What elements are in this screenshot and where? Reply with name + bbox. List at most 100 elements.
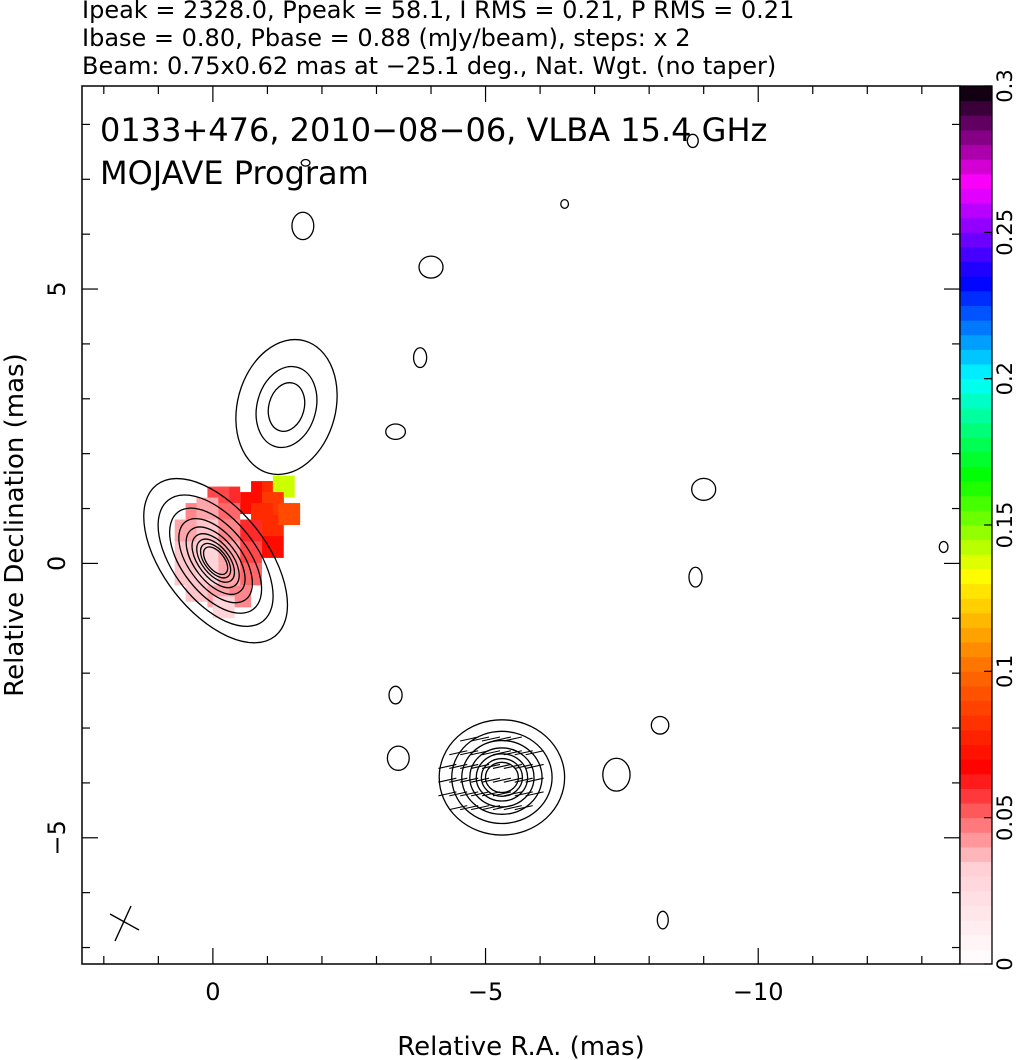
- evpa-vector: [481, 805, 501, 811]
- colorbar-swatch: [960, 890, 992, 906]
- contour-southern-component: [484, 761, 520, 794]
- colorbar-swatch: [960, 715, 992, 731]
- evpa-vector: [514, 750, 533, 756]
- colorbar-swatch: [960, 246, 992, 263]
- colorbar-swatch: [960, 203, 992, 219]
- pol-pixel: [218, 519, 241, 542]
- evpa-vector: [460, 763, 479, 769]
- polarization-vectors: [438, 736, 544, 811]
- contour-core: [196, 538, 236, 583]
- colorbar-swatch: [960, 525, 992, 541]
- y-tick-label: 5: [43, 281, 71, 296]
- evpa-vector: [525, 763, 544, 769]
- header-line-2: Ibase = 0.80, Pbase = 0.88 (mJy/beam), s…: [82, 24, 691, 52]
- contour-core: [143, 477, 289, 644]
- contour-core: [202, 546, 229, 576]
- colorbar-swatch: [960, 744, 992, 760]
- colorbar-swatch: [960, 510, 992, 526]
- pol-pixel: [278, 503, 301, 525]
- contour-island: [602, 757, 631, 792]
- contour-island: [412, 347, 428, 369]
- colorbar-swatch: [960, 422, 992, 438]
- polarization-color-layer: [174, 475, 301, 619]
- evpa-vector: [460, 750, 479, 756]
- evpa-vector: [525, 777, 544, 783]
- evpa-vector: [449, 805, 468, 811]
- evpa-vector: [460, 736, 479, 742]
- header-line-3: Beam: 0.75x0.62 mas at −25.1 deg., Nat. …: [82, 52, 776, 80]
- colorbar-swatch: [960, 115, 992, 131]
- x-tick-label: 0: [205, 978, 220, 1006]
- pol-pixel: [240, 519, 262, 542]
- contour-island: [686, 133, 699, 149]
- contour-core: [178, 517, 254, 604]
- evpa-vector: [492, 805, 512, 811]
- colorbar-tick-label: 0.1: [993, 655, 1017, 688]
- contour-island: [418, 255, 444, 279]
- evpa-vector: [470, 805, 490, 811]
- colorbar-swatch: [960, 320, 992, 336]
- evpa-vector: [449, 777, 468, 783]
- contour-southern-component: [461, 739, 543, 815]
- colorbar-swatch: [960, 495, 992, 511]
- evpa-vector: [492, 736, 512, 742]
- colorbar-swatch: [960, 627, 992, 643]
- evpa-vector: [514, 805, 533, 811]
- colorbar-swatch: [960, 539, 992, 555]
- evpa-vector: [514, 791, 533, 797]
- pol-pixel: [185, 579, 208, 602]
- evpa-vector: [449, 791, 468, 797]
- colorbar-swatch: [960, 276, 992, 292]
- contour-core: [191, 533, 240, 589]
- contour-southern-component: [480, 757, 524, 797]
- chart-title: 0133+476, 2010−08−06, VLBA 15.4 GHz: [100, 111, 767, 149]
- evpa-vector: [525, 750, 544, 756]
- colorbar-swatch: [960, 671, 992, 687]
- colorbar-swatch: [960, 568, 992, 585]
- colorbar-swatch: [960, 305, 992, 321]
- colorbar-swatch: [960, 583, 992, 599]
- contour-island: [291, 211, 315, 241]
- colorbar-swatch: [960, 144, 992, 160]
- evpa-vector: [525, 791, 544, 797]
- evpa-vector: [481, 777, 501, 783]
- chart-subtitle: MOJAVE Program: [100, 154, 369, 192]
- evpa-vector: [503, 805, 522, 811]
- colorbar-swatch: [960, 451, 992, 467]
- contour-island: [691, 477, 717, 501]
- colorbar-swatch: [960, 393, 992, 409]
- colorbar-swatch: [960, 861, 992, 877]
- contour-core: [157, 494, 274, 628]
- contour-southern-component: [438, 719, 566, 836]
- evpa-vector: [449, 750, 468, 756]
- colorbar-swatch: [960, 949, 992, 965]
- colorbar-swatch: [960, 612, 992, 628]
- evpa-vector: [481, 736, 501, 742]
- colorbar-swatch: [960, 188, 992, 204]
- colorbar-swatch: [960, 729, 992, 745]
- evpa-vector: [492, 763, 512, 769]
- evpa-vector: [460, 805, 479, 811]
- colorbar-swatch: [960, 876, 992, 892]
- y-tick-label: 0: [43, 556, 71, 571]
- colorbar-tick-label: 0.3: [993, 69, 1017, 102]
- colorbar-swatch: [960, 803, 992, 819]
- evpa-vector: [460, 777, 479, 783]
- contour-core: [199, 542, 232, 579]
- colorbar-swatch: [960, 217, 992, 233]
- evpa-vector: [503, 750, 522, 756]
- colorbar-swatch: [960, 349, 992, 365]
- evpa-vector: [481, 791, 501, 797]
- colorbar-swatch: [960, 334, 992, 350]
- evpa-vector: [492, 750, 512, 756]
- pol-pixel: [261, 535, 284, 558]
- contour-southern-component: [451, 730, 553, 825]
- colorbar-swatch: [960, 232, 992, 248]
- axis-ticks: [82, 86, 960, 964]
- colorbar-swatch: [960, 846, 992, 863]
- contour-island: [386, 745, 410, 771]
- axis-tick-labels: 0 −5 −10 −5 0 5: [43, 281, 784, 1006]
- colorbar-swatch: [960, 290, 992, 306]
- evpa-vector: [514, 763, 533, 769]
